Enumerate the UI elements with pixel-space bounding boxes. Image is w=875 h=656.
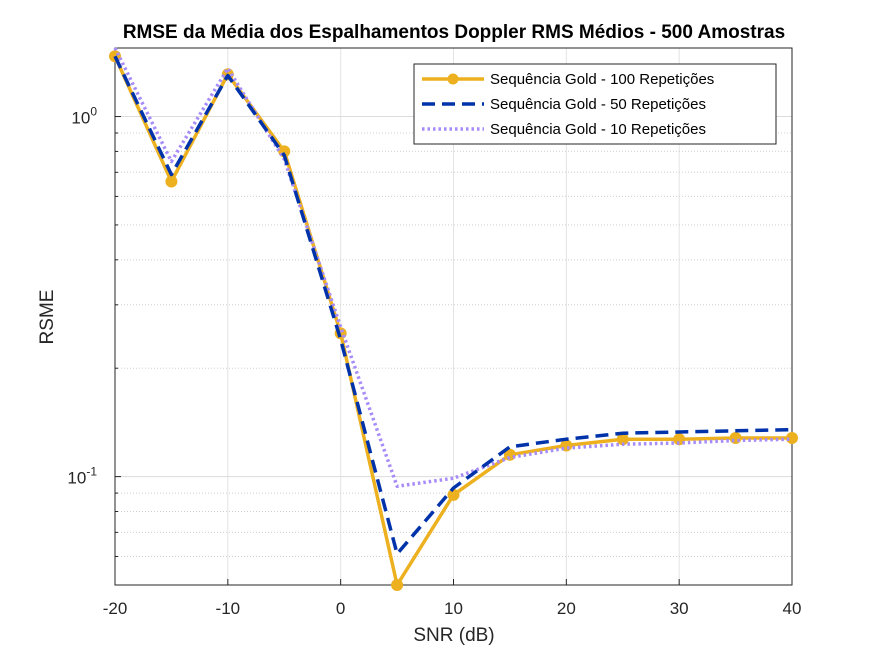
legend: Sequência Gold - 100 Repetições Sequência… (413, 63, 777, 145)
series-line-3 (113, 47, 793, 489)
x-tick-label: -20 (103, 599, 128, 618)
x-tick-label: 10 (444, 599, 463, 618)
legend-marker (447, 73, 459, 85)
series-group (109, 47, 798, 591)
x-tick-label: -10 (216, 599, 241, 618)
x-tick-label: 30 (670, 599, 689, 618)
y-tick-label: 10-1 (67, 465, 97, 488)
y-axis-label: RSME (37, 290, 58, 345)
x-tick-label: 0 (336, 599, 345, 618)
series-line-2 (113, 55, 793, 556)
x-axis-label: SNR (dB) (413, 625, 494, 646)
axis-ticks: -20 -10 0 10 20 30 40 100 10-1 (67, 105, 801, 618)
data-point-marker (447, 488, 460, 501)
x-tick-label: 20 (557, 599, 576, 618)
legend-label-3: Sequência Gold - 10 Repetições (490, 121, 706, 138)
data-point-marker (165, 175, 178, 188)
data-point-marker (391, 579, 404, 591)
chart-title: RMSE da Média dos Espalhamentos Doppler … (123, 22, 785, 43)
legend-label-1: Sequência Gold - 100 Repetições (490, 71, 714, 88)
y-tick-label: 100 (71, 105, 97, 128)
legend-label-2: Sequência Gold - 50 Repetições (490, 96, 706, 113)
x-tick-label: 40 (783, 599, 802, 618)
